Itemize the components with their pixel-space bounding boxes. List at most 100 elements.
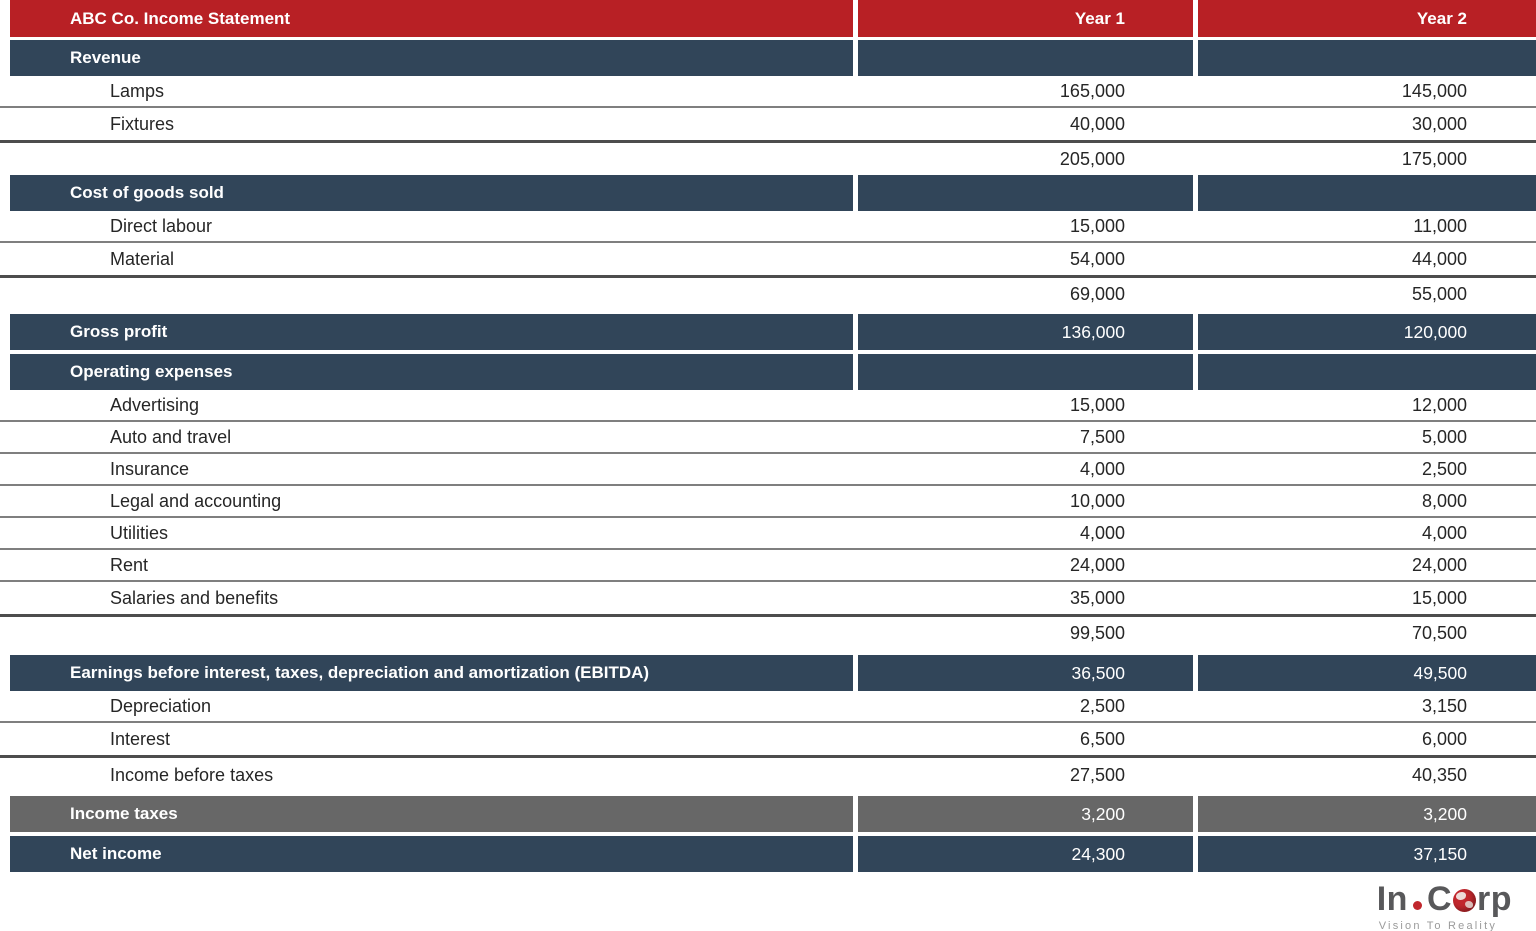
row-label: Rent — [110, 554, 149, 575]
year1-value: 54,000 — [1069, 248, 1125, 269]
year1-value: 3,200 — [858, 796, 1193, 832]
row-legal-and-accounting: Legal and accounting 10,000 8,000 — [0, 486, 1536, 518]
year2-column-header: Year 2 — [1198, 0, 1536, 37]
year2-value: 6,000 — [1421, 728, 1467, 749]
year1-value: 4,000 — [1079, 522, 1125, 543]
logo-text-c: C — [1426, 880, 1452, 918]
row-direct-labour: Direct labour 15,000 11,000 — [0, 211, 1536, 243]
year2-value: 49,500 — [1198, 655, 1536, 691]
row-revenue-total: 205,000 175,000 — [0, 143, 1536, 175]
row-label: Legal and accounting — [110, 490, 282, 511]
row-label — [10, 617, 853, 649]
year1-value: 10,000 — [1069, 490, 1125, 511]
year1-value: 69,000 — [1069, 283, 1125, 304]
logo-text-in: In — [1376, 880, 1408, 918]
year1-value: 7,500 — [1079, 426, 1125, 447]
row-label: Interest — [110, 728, 171, 749]
year1-value: 165,000 — [1059, 80, 1125, 101]
row-label: Auto and travel — [110, 426, 232, 447]
year1-column-header: Year 1 — [858, 0, 1193, 37]
year2-value: 175,000 — [1401, 148, 1467, 169]
section-ebitda: Earnings before interest, taxes, depreci… — [0, 655, 1536, 691]
row-salaries-and-benefits: Salaries and benefits 35,000 15,000 — [0, 582, 1536, 617]
year2-value — [1198, 40, 1536, 76]
section-gross-profit: Gross profit 136,000 120,000 — [0, 314, 1536, 350]
year1-value: 27,500 — [1069, 765, 1125, 785]
row-label: Advertising — [110, 394, 200, 415]
year1-value: 2,500 — [1079, 695, 1125, 716]
year2-value: 11,000 — [1413, 215, 1467, 236]
year2-value: 5,000 — [1421, 426, 1467, 447]
row-utilities: Utilities 4,000 4,000 — [0, 518, 1536, 550]
logo-tagline: Vision To Reality — [1378, 920, 1498, 931]
row-opex-total: 99,500 70,500 — [0, 617, 1536, 649]
year1-value: 36,500 — [858, 655, 1193, 691]
year2-value: 8,000 — [1421, 490, 1467, 511]
row-auto-and-travel: Auto and travel 7,500 5,000 — [0, 422, 1536, 454]
year1-value: 24,300 — [858, 836, 1193, 872]
year1-value — [858, 40, 1193, 76]
row-label: Cost of goods sold — [10, 175, 853, 211]
year2-value: 12,000 — [1411, 394, 1467, 415]
row-fixtures: Fixtures 40,000 30,000 — [0, 108, 1536, 143]
year2-value — [1198, 354, 1536, 390]
row-label — [10, 143, 853, 175]
year1-value: 15,000 — [1069, 394, 1125, 415]
row-label: Utilities — [110, 522, 169, 543]
year1-value: 24,000 — [1069, 554, 1125, 575]
year2-value: 37,150 — [1198, 836, 1536, 872]
year1-value: 136,000 — [858, 314, 1193, 350]
row-rent: Rent 24,000 24,000 — [0, 550, 1536, 582]
row-label: Salaries and benefits — [110, 587, 279, 608]
year1-value: 35,000 — [1069, 587, 1125, 608]
row-interest: Interest 6,500 6,000 — [0, 723, 1536, 758]
row-label: Gross profit — [10, 314, 853, 350]
table-title: ABC Co. Income Statement — [10, 0, 853, 37]
row-depreciation: Depreciation 2,500 3,150 — [0, 691, 1536, 723]
year1-value: 99,500 — [1069, 622, 1125, 643]
row-advertising: Advertising 15,000 12,000 — [0, 390, 1536, 422]
year2-value: 4,000 — [1421, 522, 1467, 543]
year1-value: 205,000 — [1059, 148, 1125, 169]
year1-value: 15,000 — [1069, 215, 1125, 236]
row-label: Insurance — [110, 458, 190, 479]
row-label: Income taxes — [10, 796, 853, 832]
year2-value: 24,000 — [1411, 554, 1467, 575]
year2-value: 145,000 — [1401, 80, 1467, 101]
row-label: Fixtures — [110, 113, 175, 134]
row-income-before-taxes: Income before taxes 27,500 40,350 — [0, 758, 1536, 793]
year1-value: 6,500 — [1079, 728, 1125, 749]
row-label: Direct labour — [110, 215, 213, 236]
row-label: Depreciation — [110, 695, 212, 716]
row-insurance: Insurance 4,000 2,500 — [0, 454, 1536, 486]
year1-value — [858, 175, 1193, 211]
section-revenue: Revenue — [0, 40, 1536, 76]
income-statement-table: ABC Co. Income Statement Year 1 Year 2 Reve… — [0, 0, 1536, 872]
columns-header: ABC Co. Income Statement Year 1 Year 2 — [0, 0, 1536, 37]
logo-text-rp: rp — [1477, 880, 1512, 918]
year1-value — [858, 354, 1193, 390]
year2-value: 3,150 — [1421, 695, 1467, 716]
year1-value: 40,000 — [1069, 113, 1125, 134]
row-material: Material 54,000 44,000 — [0, 243, 1536, 278]
year2-value: 120,000 — [1198, 314, 1536, 350]
row-label: Earnings before interest, taxes, depreci… — [10, 655, 853, 691]
row-lamps: Lamps 165,000 145,000 — [0, 76, 1536, 108]
row-label: Net income — [10, 836, 853, 872]
row-label: Material — [110, 248, 175, 269]
row-label: Operating expenses — [10, 354, 853, 390]
section-net-income: Net income 24,300 37,150 — [0, 836, 1536, 872]
year2-value: 2,500 — [1421, 458, 1467, 479]
row-label — [10, 278, 853, 310]
year2-value — [1198, 175, 1536, 211]
row-cogs-total: 69,000 55,000 — [0, 278, 1536, 310]
section-operating-expenses: Operating expenses — [0, 354, 1536, 390]
year2-value: 44,000 — [1411, 248, 1467, 269]
year2-value: 40,350 — [1411, 765, 1467, 785]
section-income-taxes: Income taxes 3,200 3,200 — [0, 796, 1536, 832]
year2-value: 30,000 — [1411, 113, 1467, 134]
